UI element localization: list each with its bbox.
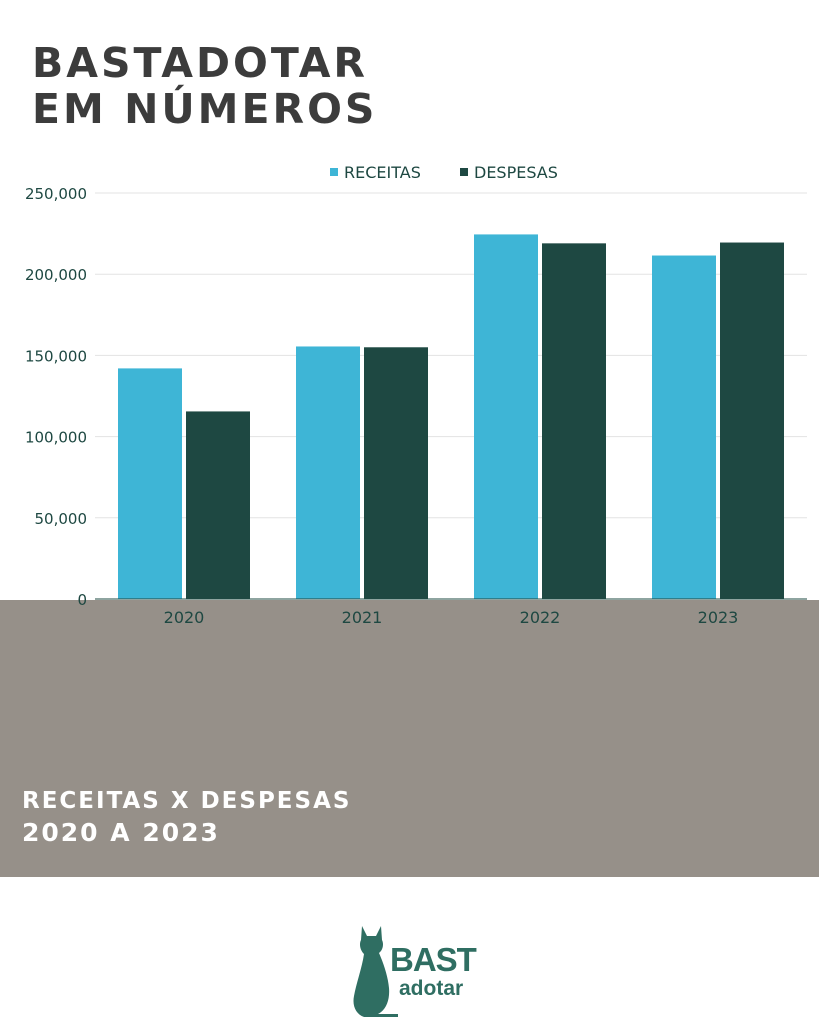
logo-text-bast: BAST [390, 941, 477, 978]
bar-receitas-2020 [118, 368, 182, 599]
axes: 0 50,000 100,000 150,000 200,000 250,000 2020 2… [25, 185, 807, 627]
logo-text-adotar: adotar [399, 977, 464, 1000]
bars [118, 234, 784, 600]
y-tick-label: 0 [77, 591, 87, 609]
x-tick-label: 2021 [342, 608, 383, 627]
legend-label-despesas: DESPESAS [474, 163, 558, 182]
legend-label-receitas: RECEITAS [344, 163, 421, 182]
bar-receitas-2021 [296, 346, 360, 599]
bar-receitas-2022 [474, 234, 538, 600]
y-tick-label: 100,000 [25, 429, 87, 447]
bar-receitas-2023 [652, 255, 716, 600]
bar-despesas-2021 [364, 347, 428, 599]
chart-subtitle: RECEITAS X DESPESAS 2020 A 2023 [22, 786, 351, 850]
cat-silhouette-icon [353, 926, 398, 1017]
grey-band [0, 600, 819, 877]
bar-despesas-2022 [542, 243, 606, 599]
bastadotar-logo: BAST adotar [350, 922, 477, 1018]
y-tick-label: 250,000 [25, 185, 87, 203]
title-line-2: EM NÚMEROS [32, 85, 378, 133]
bar-chart: 0 50,000 100,000 150,000 200,000 250,000 2020 2… [25, 163, 807, 627]
x-tick-label: 2020 [164, 608, 205, 627]
legend: RECEITAS DESPESAS [330, 163, 558, 182]
legend-swatch-despesas [460, 168, 468, 176]
page-title: BASTADOTAR EM NÚMEROS [32, 40, 377, 132]
bar-despesas-2023 [720, 242, 784, 600]
x-tick-label: 2022 [520, 608, 561, 627]
y-tick-label: 150,000 [25, 347, 87, 365]
bar-despesas-2020 [186, 411, 250, 599]
subtitle-line-2: 2020 A 2023 [22, 818, 220, 847]
title-line-1: BASTADOTAR [32, 39, 368, 87]
y-tick-label: 200,000 [25, 266, 87, 284]
subtitle-line-1: RECEITAS X DESPESAS [22, 788, 352, 814]
y-tick-label: 50,000 [35, 510, 88, 528]
x-tick-label: 2023 [698, 608, 739, 627]
legend-swatch-receitas [330, 168, 338, 176]
